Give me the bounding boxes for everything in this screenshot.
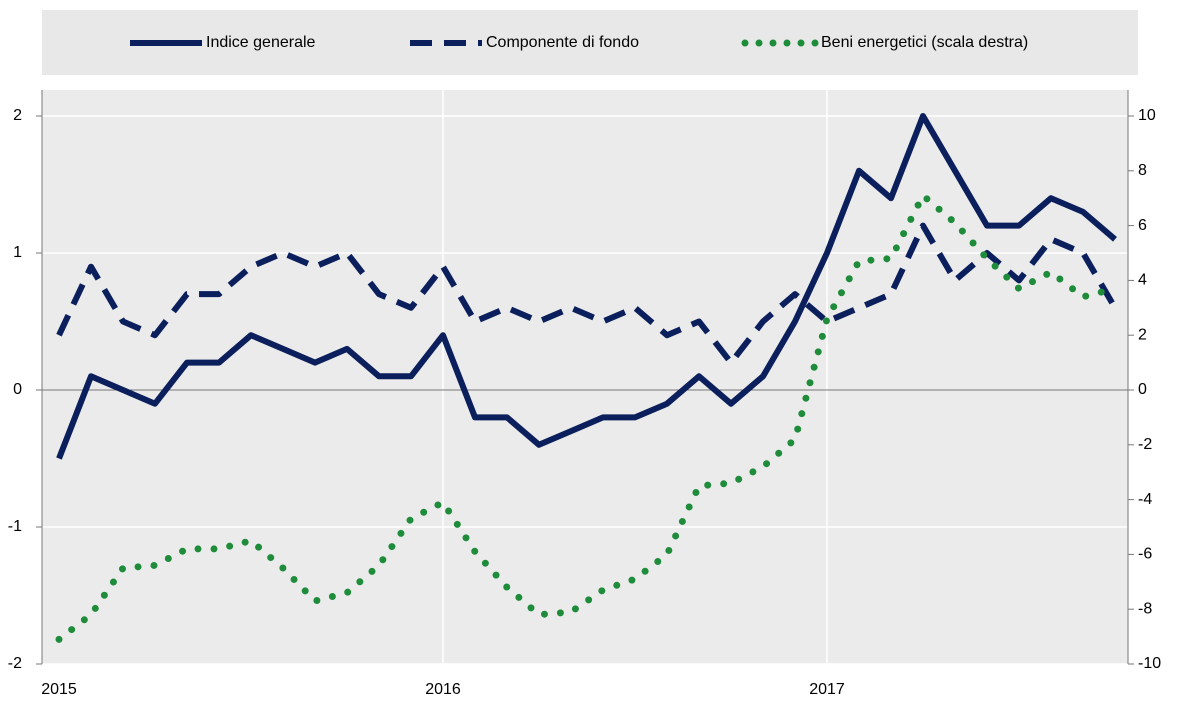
y2-tick-label: 10 — [1138, 107, 1156, 124]
legend-label: Componente di fondo — [486, 34, 639, 51]
y2-tick-label: -6 — [1138, 546, 1152, 563]
y2-tick-label: -4 — [1138, 491, 1152, 508]
y-tick-label: 2 — [13, 107, 22, 124]
y-tick-label: -2 — [8, 655, 22, 672]
y2-tick-label: -8 — [1138, 600, 1152, 617]
series-line — [56, 113, 1117, 460]
y2-tick-label: 0 — [1138, 381, 1147, 398]
legend-box — [42, 10, 1138, 75]
x-tick-label: 2016 — [425, 681, 461, 698]
plot-area — [42, 90, 1128, 664]
y2-tick-label: -10 — [1138, 655, 1161, 672]
series-line — [55, 191, 1119, 643]
y-tick-label: -1 — [8, 518, 22, 535]
y2-tick-label: 2 — [1138, 326, 1147, 343]
y2-tick-label: 6 — [1138, 217, 1147, 234]
y-tick-label: 0 — [13, 381, 22, 398]
x-tick-label: 2017 — [809, 681, 845, 698]
y2-tick-label: 8 — [1138, 162, 1147, 179]
x-tick-label: 2015 — [41, 681, 77, 698]
series-line — [56, 222, 1118, 366]
legend-label: Indice generale — [206, 34, 316, 51]
legend-label: Beni energetici (scala destra) — [821, 34, 1028, 51]
y-tick-label: 1 — [13, 244, 22, 261]
y2-tick-label: 4 — [1138, 272, 1147, 289]
y2-tick-label: -2 — [1138, 436, 1152, 453]
